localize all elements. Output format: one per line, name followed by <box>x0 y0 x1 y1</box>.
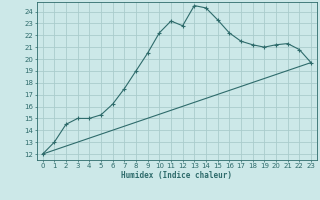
X-axis label: Humidex (Indice chaleur): Humidex (Indice chaleur) <box>121 171 232 180</box>
